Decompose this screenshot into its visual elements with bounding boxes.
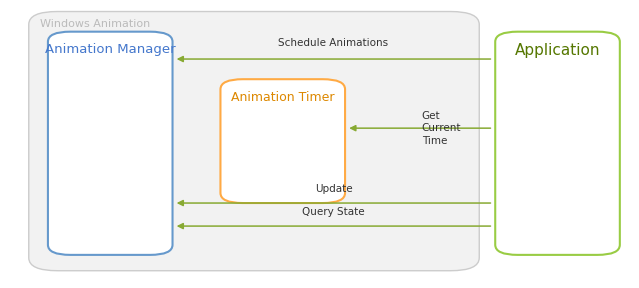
Text: Animation Timer: Animation Timer <box>231 91 334 104</box>
Text: Update: Update <box>315 184 352 194</box>
Text: Query State: Query State <box>302 207 365 217</box>
Text: Schedule Animations: Schedule Animations <box>279 37 389 48</box>
FancyBboxPatch shape <box>29 12 479 271</box>
FancyBboxPatch shape <box>48 32 173 255</box>
Text: Animation Manager: Animation Manager <box>45 43 176 56</box>
Text: Windows Animation: Windows Animation <box>40 19 151 29</box>
Text: Application: Application <box>515 43 600 58</box>
Text: Get
Current
Time: Get Current Time <box>422 111 461 145</box>
FancyBboxPatch shape <box>220 79 345 203</box>
FancyBboxPatch shape <box>495 32 620 255</box>
